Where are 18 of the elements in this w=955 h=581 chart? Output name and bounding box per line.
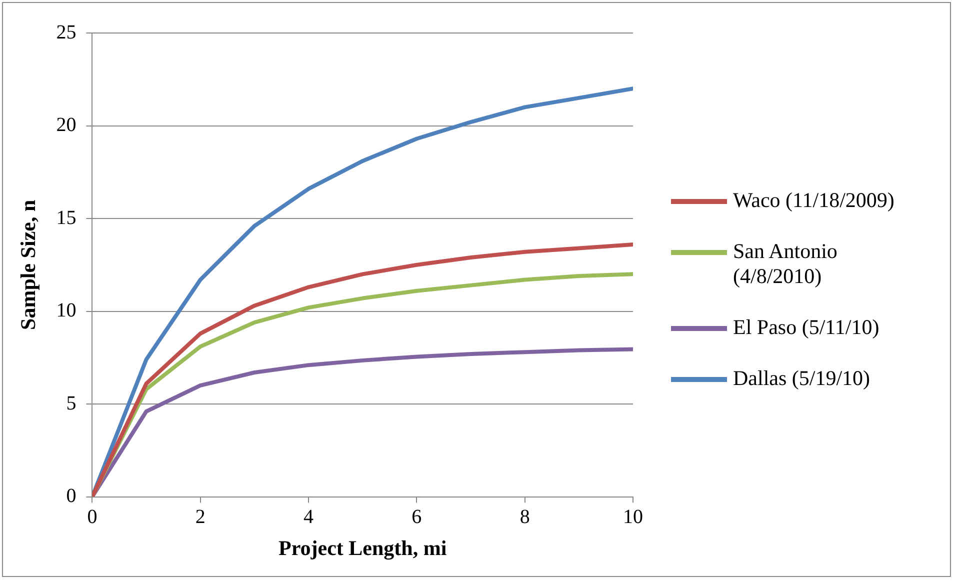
x-tick-label: 8 [520, 506, 530, 528]
x-tick-label: 2 [195, 506, 206, 528]
y-tick-label: 5 [66, 392, 76, 414]
x-tick-label: 10 [623, 506, 643, 528]
x-axis-title: Project Length, mi [278, 536, 447, 560]
legend-label: Waco (11/18/2009) [733, 188, 896, 213]
x-tick-label: 4 [304, 506, 314, 528]
legend-label: Dallas (5/19/10) [733, 366, 872, 391]
y-tick-label: 15 [56, 206, 76, 229]
y-tick-label: 10 [56, 300, 76, 322]
y-tick-label: 25 [56, 21, 76, 44]
y-tick-label: 20 [56, 114, 76, 136]
legend-label: El Paso (5/11/10) [733, 315, 880, 340]
x-tick-label: 0 [87, 506, 98, 528]
x-tick-label: 6 [412, 506, 422, 528]
legend-label: San Antonio (4/8/2010) [733, 239, 838, 289]
y-axis-title: Sample Size, n [16, 200, 40, 330]
y-tick-label: 0 [66, 485, 76, 508]
